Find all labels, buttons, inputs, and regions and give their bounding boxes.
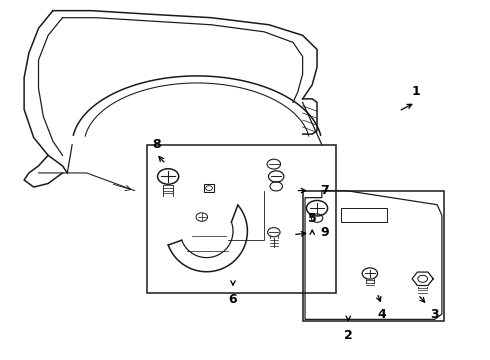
- Text: 1: 1: [411, 85, 420, 98]
- Text: 2: 2: [344, 329, 353, 342]
- Text: 7: 7: [320, 184, 329, 197]
- Bar: [147, 145, 336, 293]
- Text: 3: 3: [430, 307, 439, 320]
- Text: 6: 6: [229, 293, 237, 306]
- Text: 5: 5: [308, 212, 317, 225]
- Text: 9: 9: [320, 226, 329, 239]
- Text: 4: 4: [377, 307, 386, 320]
- Bar: [303, 190, 444, 321]
- Text: 8: 8: [152, 138, 161, 151]
- Bar: [341, 208, 387, 222]
